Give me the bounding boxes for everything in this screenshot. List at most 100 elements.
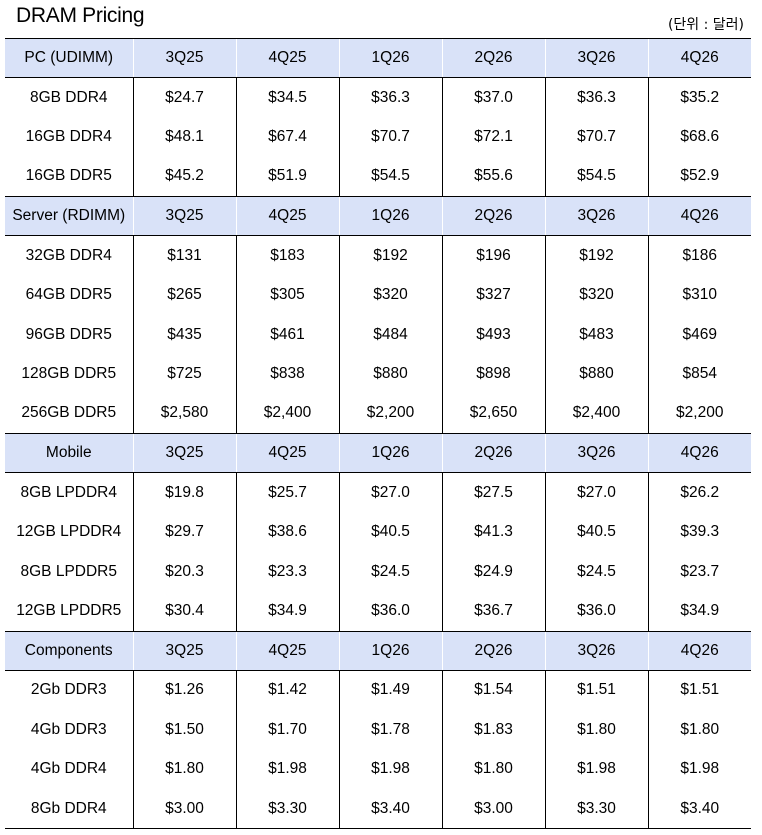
product-name: 2Gb DDR3 bbox=[30, 681, 107, 699]
price-cell: $35.2 bbox=[647, 77, 751, 118]
quarter-header: 3Q25 bbox=[132, 38, 236, 78]
price-cell: $898 bbox=[441, 354, 545, 394]
price-cell: $1.80 bbox=[132, 749, 236, 789]
section-title: PC (UDIMM) bbox=[5, 38, 133, 78]
quarter-header: 3Q26 bbox=[544, 433, 648, 474]
quarter-header: 3Q26 bbox=[544, 196, 648, 237]
price-cell: $38.6 bbox=[235, 512, 339, 552]
price-cell: $2,650 bbox=[441, 393, 545, 435]
price-cell: $20.3 bbox=[132, 551, 236, 592]
price-cell: $3.40 bbox=[338, 788, 442, 830]
section-header-row: Server (RDIMM) 3Q25 4Q25 1Q26 2Q26 3Q26 4Q26 bbox=[5, 196, 751, 237]
price-cell: $36.3 bbox=[338, 77, 442, 118]
product-name: 8GB LPDDR4 bbox=[20, 483, 117, 501]
price-cell: $3.00 bbox=[132, 788, 236, 830]
price-cell: $70.7 bbox=[338, 117, 442, 157]
quarter-header: 1Q26 bbox=[338, 196, 442, 237]
table-row: 12GB LPDDR5 $30.4 $34.9 $36.0 $36.7 $36.0 $34.… bbox=[5, 591, 751, 632]
price-cell: $29.7 bbox=[132, 512, 236, 552]
price-cell: $36.0 bbox=[544, 591, 648, 632]
price-cell: $37.0 bbox=[441, 77, 545, 118]
page-title: DRAM Pricing bbox=[16, 4, 145, 27]
quarter-header: 4Q25 bbox=[235, 196, 339, 237]
price-cell: $880 bbox=[544, 354, 648, 394]
price-cell: $327 bbox=[441, 275, 545, 315]
price-cell: $26.2 bbox=[647, 472, 751, 513]
quarter-header: 3Q25 bbox=[132, 630, 236, 671]
price-cell: $34.5 bbox=[235, 77, 339, 118]
product-name: 96GB DDR5 bbox=[25, 325, 112, 343]
price-cell: $1.51 bbox=[647, 670, 751, 711]
table-row: 96GB DDR5 $435 $461 $484 $493 $483 $469 bbox=[5, 314, 751, 355]
quarter-header: 4Q26 bbox=[647, 630, 751, 671]
price-cell: $435 bbox=[132, 314, 236, 355]
product-name: 16GB DDR5 bbox=[5, 156, 133, 198]
product-name: 8GB DDR4 bbox=[29, 88, 108, 106]
price-cell: $34.9 bbox=[235, 591, 339, 632]
price-cell: $3.00 bbox=[441, 788, 545, 830]
price-cell: $72.1 bbox=[441, 117, 545, 157]
price-cell: $131 bbox=[132, 235, 236, 276]
product-name: 128GB DDR5 bbox=[21, 365, 117, 383]
price-cell: $1.51 bbox=[544, 670, 648, 711]
price-cell: $2,200 bbox=[338, 393, 442, 435]
table-row: 16GB DDR5 $45.2 $51.9 $54.5 $55.6 $54.5 $52.9 bbox=[5, 156, 751, 198]
price-cell: $854 bbox=[647, 354, 751, 394]
price-cell: $39.3 bbox=[647, 512, 751, 552]
quarter-header: 4Q25 bbox=[235, 433, 339, 474]
price-cell: $1.98 bbox=[338, 749, 442, 789]
quarter-header: 4Q25 bbox=[235, 38, 339, 78]
section-header-row: PC (UDIMM) 3Q25 4Q25 1Q26 2Q26 3Q26 4Q26 bbox=[5, 38, 751, 78]
price-cell: $192 bbox=[544, 235, 648, 276]
price-cell: $192 bbox=[338, 235, 442, 276]
dram-pricing-table: PC (UDIMM) 3Q25 4Q25 1Q26 2Q26 3Q26 4Q26 8GB DD… bbox=[5, 38, 751, 830]
price-cell: $51.9 bbox=[235, 156, 339, 198]
table-row: 64GB DDR5 $265 $305 $320 $327 $320 $310 bbox=[5, 275, 751, 315]
product-name: 4Gb DDR4 bbox=[30, 760, 107, 778]
price-cell: $1.80 bbox=[647, 710, 751, 750]
price-cell: $23.3 bbox=[235, 551, 339, 592]
price-cell: $320 bbox=[338, 275, 442, 315]
section-header-row: Components 3Q25 4Q25 1Q26 2Q26 3Q26 4Q26 bbox=[5, 630, 751, 671]
price-cell: $24.5 bbox=[338, 551, 442, 592]
price-cell: $725 bbox=[132, 354, 236, 394]
quarter-header: 2Q26 bbox=[441, 433, 545, 474]
price-cell: $305 bbox=[235, 275, 339, 315]
quarter-header: 2Q26 bbox=[441, 38, 545, 78]
price-cell: $19.8 bbox=[132, 472, 236, 513]
price-cell: $27.5 bbox=[441, 472, 545, 513]
price-cell: $3.30 bbox=[235, 788, 339, 830]
table-row: 16GB DDR4 $48.1 $67.4 $70.7 $72.1 $70.7 $68.6 bbox=[5, 117, 751, 157]
price-cell: $196 bbox=[441, 235, 545, 276]
price-cell: $483 bbox=[544, 314, 648, 355]
product-name: 64GB DDR5 bbox=[25, 286, 112, 304]
quarter-header: 3Q25 bbox=[132, 433, 236, 474]
price-cell: $880 bbox=[338, 354, 442, 394]
price-cell: $1.83 bbox=[441, 710, 545, 750]
quarter-header: 3Q26 bbox=[544, 38, 648, 78]
table-row: 8GB LPDDR5 $20.3 $23.3 $24.5 $24.9 $24.5 $23.7 bbox=[5, 551, 751, 592]
price-cell: $54.5 bbox=[544, 156, 648, 198]
price-cell: $1.80 bbox=[441, 749, 545, 789]
price-cell: $30.4 bbox=[132, 591, 236, 632]
table-row: 256GB DDR5 $2,580 $2,400 $2,200 $2,650 $2,400… bbox=[5, 393, 751, 435]
price-cell: $70.7 bbox=[544, 117, 648, 157]
price-cell: $320 bbox=[544, 275, 648, 315]
price-cell: $1.54 bbox=[441, 670, 545, 711]
price-cell: $24.7 bbox=[132, 77, 236, 118]
quarter-header: 4Q26 bbox=[647, 38, 751, 78]
price-cell: $36.0 bbox=[338, 591, 442, 632]
price-cell: $1.98 bbox=[235, 749, 339, 789]
quarter-header: 3Q26 bbox=[544, 630, 648, 671]
price-cell: $186 bbox=[647, 235, 751, 276]
price-cell: $67.4 bbox=[235, 117, 339, 157]
quarter-header: 1Q26 bbox=[338, 630, 442, 671]
price-cell: $2,400 bbox=[544, 393, 648, 435]
price-cell: $24.5 bbox=[544, 551, 648, 592]
price-cell: $41.3 bbox=[441, 512, 545, 552]
price-cell: $1.80 bbox=[544, 710, 648, 750]
quarter-header: 2Q26 bbox=[441, 196, 545, 237]
price-cell: $1.42 bbox=[235, 670, 339, 711]
price-cell: $36.7 bbox=[441, 591, 545, 632]
price-cell: $1.26 bbox=[132, 670, 236, 711]
